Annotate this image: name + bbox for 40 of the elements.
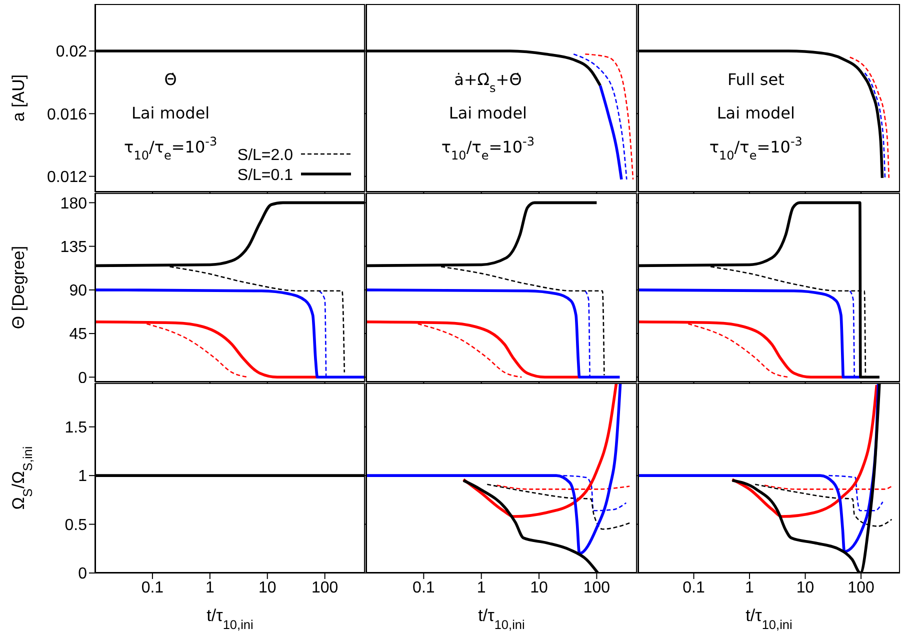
x-axis-title: t/τ$_{10,ini}$ [478, 606, 525, 632]
annotation: Lai model [448, 104, 527, 123]
x-tick-label: 1 [205, 579, 214, 596]
annotation: ȧ+Ω̇$_{s}$+Θ̇ [454, 70, 522, 95]
y-tick-label: 135 [60, 238, 88, 256]
x-tick-label: 10 [796, 579, 814, 596]
y-tick-label: 0.02 [56, 44, 88, 61]
y-axis-title: Θ [Degree] [9, 246, 28, 330]
x-axis-title: t/τ$_{10,ini}$ [746, 606, 792, 632]
annotation: Lai model [132, 104, 210, 123]
y-tick-label: 0.016 [46, 106, 88, 124]
x-tick-label: 1 [745, 579, 754, 596]
y-axis-title: a [AU] [9, 74, 28, 122]
y-tick-label: 1 [78, 468, 88, 486]
x-tick-label: 10 [530, 579, 548, 596]
annotation: τ$_{10}$/τ$_{e}$=10$^{-3}$ [124, 134, 218, 163]
annotation: Lai model [716, 104, 795, 123]
x-tick-label: 100 [311, 579, 338, 596]
y-tick-label: 0.012 [46, 169, 88, 186]
x-tick-label: 10 [258, 579, 276, 596]
x-tick-label: 0.1 [412, 579, 435, 596]
annotation: Full set [727, 70, 784, 89]
x-axis-title: t/τ$_{10,ini}$ [206, 606, 254, 632]
y-tick-label: 0 [78, 370, 88, 387]
x-tick-label: 0.1 [682, 579, 705, 596]
annotation: Θ̇ [164, 70, 177, 89]
y-tick-label: 0.5 [64, 516, 88, 534]
x-tick-label: 1 [476, 579, 486, 596]
x-tick-label: 100 [848, 579, 874, 596]
x-tick-label: 100 [583, 579, 610, 596]
y-tick-label: 0 [78, 566, 88, 583]
x-tick-label: 0.1 [141, 579, 164, 596]
annotation: τ$_{10}$/τ$_{e}$=10$^{-3}$ [441, 134, 534, 163]
legend-label: S/L=0.1 [237, 167, 294, 184]
y-tick-label: 1.5 [64, 420, 88, 437]
legend-label: S/L=2.0 [237, 147, 294, 164]
y-tick-label: 45 [69, 326, 88, 344]
y-tick-label: 180 [60, 195, 88, 212]
y-tick-label: 90 [69, 282, 88, 300]
annotation: τ$_{10}$/τ$_{e}$=10$^{-3}$ [709, 134, 802, 163]
